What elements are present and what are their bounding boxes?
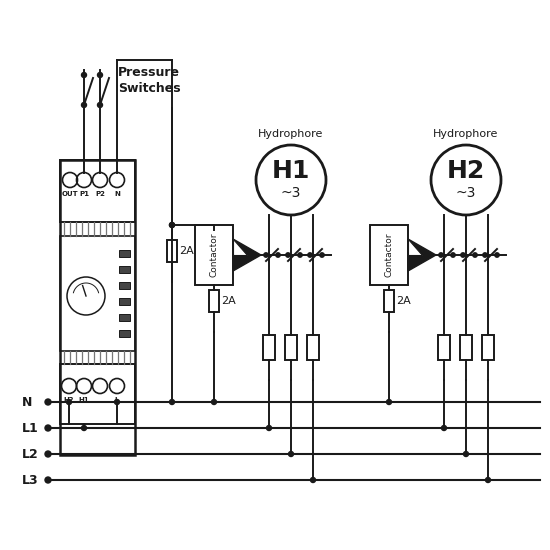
Circle shape (289, 452, 294, 456)
Text: L1: L1 (22, 421, 38, 434)
Bar (119, 330, 130, 337)
Text: P1: P1 (79, 191, 89, 197)
Polygon shape (408, 239, 436, 271)
Bar (60, 160, 135, 222)
Bar (119, 314, 130, 321)
Text: H1: H1 (272, 159, 310, 183)
Bar (119, 282, 130, 289)
Circle shape (442, 426, 447, 431)
Circle shape (264, 253, 268, 257)
Circle shape (298, 253, 302, 257)
Text: L3: L3 (22, 474, 38, 487)
Polygon shape (408, 239, 422, 255)
Circle shape (169, 223, 174, 228)
Circle shape (495, 253, 499, 257)
Text: L2: L2 (22, 448, 38, 460)
Text: H1: H1 (79, 397, 89, 403)
Bar (209, 290, 219, 312)
Circle shape (464, 452, 469, 456)
Circle shape (97, 73, 102, 78)
Circle shape (81, 73, 86, 78)
Bar (195, 225, 233, 285)
Polygon shape (233, 239, 247, 255)
Bar (438, 335, 450, 360)
Bar (307, 335, 319, 360)
Circle shape (267, 426, 272, 431)
Circle shape (67, 399, 72, 404)
Text: H2: H2 (447, 159, 485, 183)
Bar (60, 160, 135, 455)
Text: N: N (22, 395, 32, 409)
Circle shape (45, 477, 51, 483)
Bar (263, 335, 275, 360)
Circle shape (387, 399, 392, 404)
Circle shape (45, 425, 51, 431)
Circle shape (461, 253, 465, 257)
Circle shape (45, 451, 51, 457)
Circle shape (169, 223, 174, 228)
Circle shape (439, 253, 443, 257)
Text: Hydrophore: Hydrophore (433, 129, 499, 139)
Text: Switches: Switches (118, 81, 180, 95)
Bar (119, 266, 130, 273)
Text: Contactor: Contactor (210, 233, 218, 277)
Bar (60, 364, 135, 424)
Text: P2: P2 (95, 191, 105, 197)
Text: Pressure: Pressure (118, 65, 180, 79)
Text: 2A: 2A (221, 296, 236, 306)
Circle shape (311, 477, 316, 482)
Bar (285, 335, 297, 360)
Circle shape (81, 426, 86, 431)
Bar (167, 240, 177, 262)
Bar (119, 298, 130, 305)
Bar (384, 290, 394, 312)
Text: Hydrophore: Hydrophore (258, 129, 324, 139)
Text: Contactor: Contactor (384, 233, 393, 277)
Text: OUT: OUT (62, 191, 78, 197)
Bar (370, 225, 408, 285)
Text: N: N (114, 191, 120, 197)
Circle shape (320, 253, 324, 257)
Polygon shape (233, 239, 261, 271)
Text: 2A: 2A (396, 296, 411, 306)
Circle shape (451, 253, 455, 257)
Bar (460, 335, 472, 360)
Bar (119, 250, 130, 257)
Text: H2: H2 (64, 397, 74, 403)
Circle shape (212, 399, 217, 404)
Text: ~3: ~3 (456, 186, 476, 200)
Bar (482, 335, 494, 360)
Circle shape (97, 102, 102, 107)
Circle shape (81, 102, 86, 107)
Text: L: L (115, 397, 119, 403)
Bar (60, 236, 135, 351)
Circle shape (169, 399, 174, 404)
Circle shape (308, 253, 312, 257)
Circle shape (286, 253, 290, 257)
Circle shape (473, 253, 477, 257)
Text: 2A: 2A (179, 246, 194, 256)
Text: ~3: ~3 (281, 186, 301, 200)
Circle shape (45, 399, 51, 405)
Circle shape (483, 253, 487, 257)
Circle shape (114, 399, 119, 404)
Circle shape (486, 477, 491, 482)
Circle shape (276, 253, 280, 257)
